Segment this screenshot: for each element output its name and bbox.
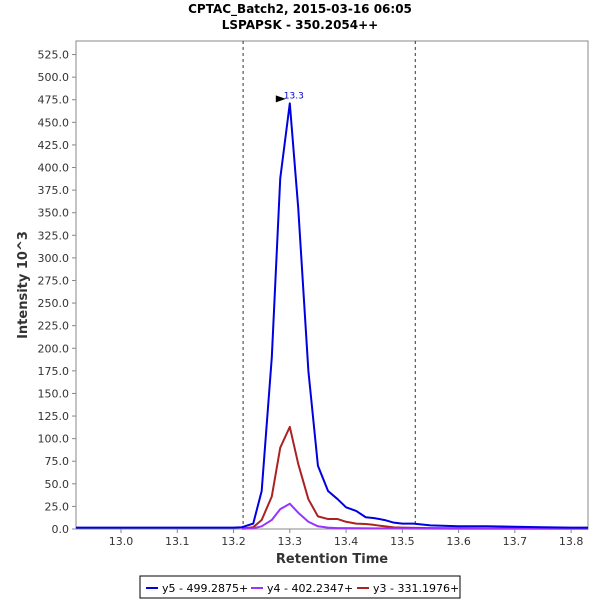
chart-subtitle: LSPAPSK - 350.2054++: [222, 18, 378, 32]
series-line-y4: [241, 502, 588, 530]
x-axis-title: Retention Time: [276, 552, 388, 567]
legend-items: y5 - 499.2875+ y4 - 402.2347+ y3 - 331.197…: [146, 582, 459, 595]
y-tick-label: 175.0: [38, 365, 70, 378]
y-axis-title: Intensity 10^3: [16, 231, 31, 339]
legend-label: y3 - 331.1976+: [373, 582, 459, 595]
y-axis-ticks: 0.0 25.0 50.0 75.0 100.0 125.0 150.0 175.0 200.0…: [38, 49, 76, 536]
y-tick-label: 50.0: [45, 478, 70, 491]
y-tick-label: 375.0: [38, 184, 70, 197]
y-tick-label: 275.0: [38, 274, 70, 287]
y-tick-label: 100.0: [38, 433, 70, 446]
plot-area: [75, 40, 589, 530]
y-tick-label: 75.0: [45, 455, 70, 468]
y-tick-label: 450.0: [38, 116, 70, 129]
chart-title: CPTAC_Batch2, 2015-03-16 06:05: [188, 2, 412, 17]
y-tick-label: 250.0: [38, 297, 70, 310]
y-tick-label: 25.0: [45, 500, 70, 513]
peak-annotation: 13.3: [275, 91, 304, 103]
y-tick-label: 525.0: [38, 49, 70, 62]
y-tick-label: 200.0: [38, 342, 70, 355]
y-tick-label: 125.0: [38, 410, 70, 423]
legend-label: y5 - 499.2875+: [162, 582, 248, 595]
peak-label: 13.3: [284, 91, 304, 101]
x-tick-label: 13.5: [390, 535, 415, 548]
y-tick-label: 225.0: [38, 320, 70, 333]
peak-marker-icon: [275, 95, 286, 103]
x-tick-label: 13.3: [278, 535, 303, 548]
legend-label: y4 - 402.2347+: [267, 582, 353, 595]
x-tick-label: 13.0: [109, 535, 134, 548]
x-axis-ticks: 13.0 13.1 13.2 13.3 13.4 13.5 13.6 13.7 13.8: [109, 529, 584, 548]
series-line-y5: [76, 102, 588, 529]
y-tick-label: 150.0: [38, 387, 70, 400]
x-tick-label: 13.1: [165, 535, 190, 548]
y-tick-label: 300.0: [38, 252, 70, 265]
x-tick-label: 13.4: [334, 535, 359, 548]
x-tick-label: 13.2: [221, 535, 246, 548]
y-tick-label: 475.0: [38, 94, 70, 107]
y-tick-label: 350.0: [38, 207, 70, 220]
y-tick-label: 400.0: [38, 162, 70, 175]
y-tick-label: 325.0: [38, 229, 70, 242]
x-tick-label: 13.6: [446, 535, 471, 548]
y-tick-label: 425.0: [38, 139, 70, 152]
series-layer: [76, 102, 588, 530]
x-tick-label: 13.7: [503, 535, 528, 548]
x-tick-label: 13.8: [559, 535, 584, 548]
y-tick-label: 0.0: [52, 523, 70, 536]
y-tick-label: 500.0: [38, 71, 70, 84]
legend: [139, 575, 461, 599]
